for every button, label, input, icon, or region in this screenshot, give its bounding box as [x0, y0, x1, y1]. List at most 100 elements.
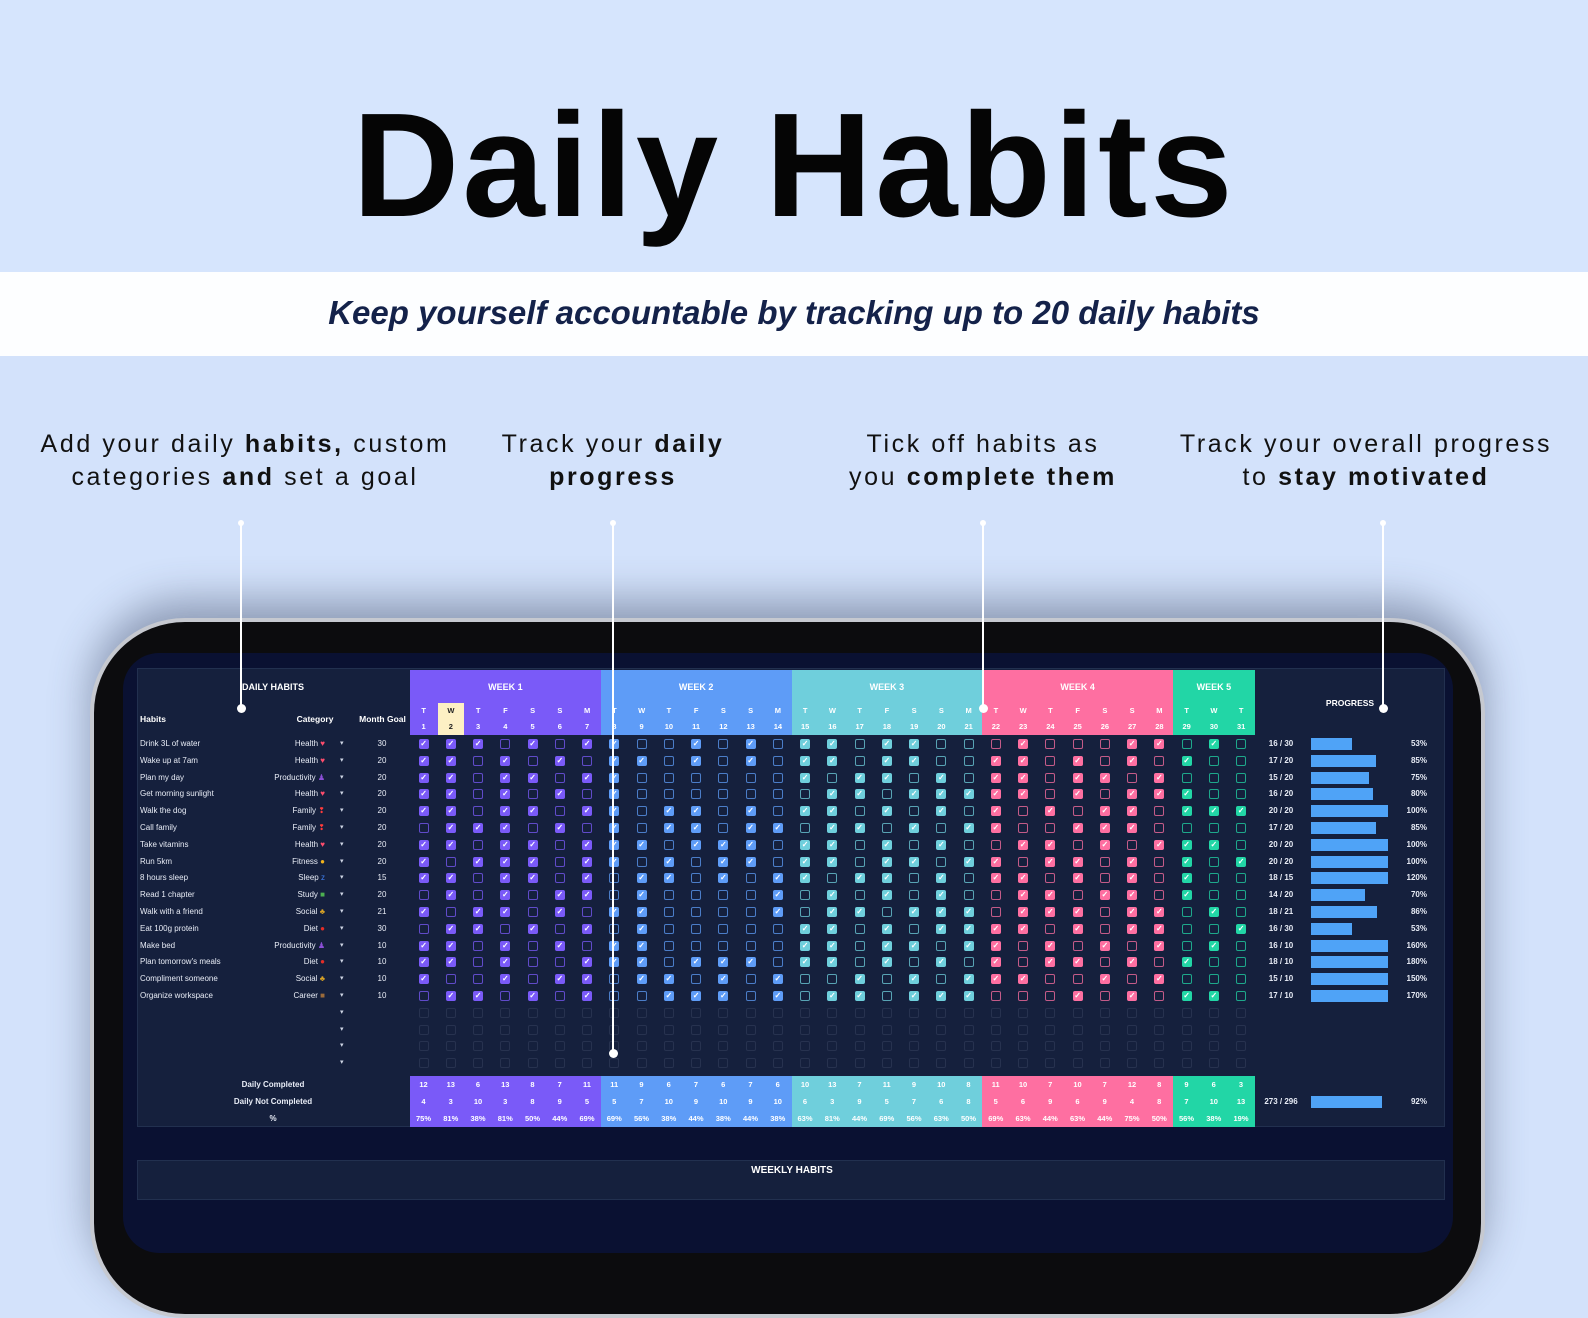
checkbox[interactable] [827, 974, 838, 985]
checkbox-checked[interactable]: ✓ [691, 806, 702, 817]
checkbox[interactable] [500, 991, 511, 1001]
checkbox[interactable] [1154, 1007, 1165, 1018]
habit-name[interactable]: Make bed [140, 940, 176, 950]
checkbox-checked[interactable]: ✓ [473, 907, 484, 917]
category-dropdown-icon[interactable]: ▾ [340, 1008, 344, 1016]
checkbox[interactable] [854, 1024, 865, 1035]
checkbox-checked[interactable]: ✓ [445, 772, 456, 783]
checkbox-checked[interactable]: ✓ [582, 839, 593, 850]
habit-name[interactable]: Walk the dog [140, 806, 187, 816]
checkbox-checked[interactable]: ✓ [636, 873, 647, 884]
category-dropdown-icon[interactable]: ▾ [340, 840, 344, 848]
habit-name[interactable]: Organize workspace [140, 991, 213, 1000]
checkbox[interactable] [1099, 1007, 1110, 1018]
checkbox[interactable] [909, 1041, 920, 1052]
checkbox-checked[interactable]: ✓ [663, 856, 674, 867]
checkbox[interactable] [936, 974, 947, 985]
checkbox[interactable] [418, 890, 429, 901]
checkbox[interactable] [936, 940, 947, 951]
checkbox[interactable] [936, 1024, 947, 1035]
checkbox-checked[interactable]: ✓ [800, 755, 811, 766]
checkbox-checked[interactable]: ✓ [527, 839, 538, 850]
checkbox[interactable] [1236, 890, 1247, 901]
checkbox-checked[interactable]: ✓ [963, 991, 974, 1001]
checkbox-checked[interactable]: ✓ [554, 907, 565, 917]
checkbox[interactable] [1208, 974, 1219, 985]
checkbox-checked[interactable]: ✓ [854, 823, 865, 833]
checkbox[interactable] [636, 1058, 647, 1069]
habit-name[interactable]: Read 1 chapter [140, 890, 195, 900]
checkbox-checked[interactable]: ✓ [1181, 789, 1192, 800]
checkbox-checked[interactable]: ✓ [1018, 907, 1029, 917]
checkbox[interactable] [1208, 890, 1219, 901]
checkbox[interactable] [1127, 839, 1138, 850]
checkbox-checked[interactable]: ✓ [963, 823, 974, 833]
checkbox-checked[interactable]: ✓ [445, 991, 456, 1001]
checkbox-checked[interactable]: ✓ [1099, 890, 1110, 901]
checkbox[interactable] [691, 772, 702, 783]
checkbox[interactable] [745, 890, 756, 901]
checkbox[interactable] [609, 991, 620, 1001]
checkbox[interactable] [936, 856, 947, 867]
checkbox-checked[interactable]: ✓ [1127, 739, 1138, 749]
category-dropdown-icon[interactable]: ▾ [340, 941, 344, 949]
checkbox[interactable] [636, 856, 647, 867]
checkbox[interactable] [1072, 1007, 1083, 1018]
checkbox-checked[interactable]: ✓ [800, 957, 811, 968]
checkbox-checked[interactable]: ✓ [527, 873, 538, 884]
checkbox[interactable] [1099, 907, 1110, 917]
checkbox-checked[interactable]: ✓ [609, 789, 620, 800]
checkbox[interactable] [554, 772, 565, 783]
checkbox[interactable] [445, 974, 456, 985]
checkbox[interactable] [745, 772, 756, 783]
habit-goal[interactable]: 20 [377, 772, 387, 782]
checkbox[interactable] [1045, 772, 1056, 783]
checkbox[interactable] [963, 772, 974, 783]
checkbox[interactable] [963, 806, 974, 817]
checkbox[interactable] [691, 856, 702, 867]
checkbox-checked[interactable]: ✓ [854, 873, 865, 884]
checkbox-checked[interactable]: ✓ [718, 856, 729, 867]
checkbox-checked[interactable]: ✓ [1208, 739, 1219, 749]
checkbox[interactable] [1018, 806, 1029, 817]
habit-name[interactable]: Plan my day [140, 772, 185, 782]
checkbox[interactable] [990, 739, 1001, 749]
checkbox-checked[interactable]: ✓ [1181, 890, 1192, 901]
checkbox[interactable] [691, 789, 702, 800]
category-dropdown-icon[interactable]: ▾ [340, 924, 344, 932]
checkbox-checked[interactable]: ✓ [854, 772, 865, 783]
checkbox[interactable] [963, 839, 974, 850]
checkbox[interactable] [718, 907, 729, 917]
checkbox[interactable] [827, 1007, 838, 1018]
habit-goal[interactable]: 20 [377, 839, 387, 849]
checkbox-checked[interactable]: ✓ [473, 739, 484, 749]
checkbox-checked[interactable]: ✓ [1072, 789, 1083, 800]
checkbox-checked[interactable]: ✓ [990, 873, 1001, 884]
checkbox-checked[interactable]: ✓ [772, 890, 783, 901]
checkbox-checked[interactable]: ✓ [909, 856, 920, 867]
checkbox[interactable] [582, 1007, 593, 1018]
checkbox-checked[interactable]: ✓ [909, 789, 920, 800]
habit-name[interactable]: Walk with a friend [140, 907, 203, 916]
checkbox-checked[interactable]: ✓ [963, 907, 974, 917]
checkbox-checked[interactable]: ✓ [582, 806, 593, 817]
checkbox-checked[interactable]: ✓ [500, 823, 511, 833]
checkbox-checked[interactable]: ✓ [418, 974, 429, 985]
checkbox[interactable] [800, 823, 811, 833]
checkbox[interactable] [1208, 856, 1219, 867]
checkbox[interactable] [554, 739, 565, 749]
checkbox[interactable] [663, 839, 674, 850]
checkbox[interactable] [582, 823, 593, 833]
checkbox[interactable] [473, 1058, 484, 1069]
checkbox[interactable] [1099, 856, 1110, 867]
checkbox-checked[interactable]: ✓ [500, 974, 511, 985]
checkbox[interactable] [1154, 1024, 1165, 1035]
habit-goal[interactable]: 10 [377, 974, 387, 984]
checkbox-checked[interactable]: ✓ [827, 856, 838, 867]
checkbox[interactable] [718, 923, 729, 934]
checkbox-checked[interactable]: ✓ [963, 789, 974, 800]
checkbox[interactable] [500, 1041, 511, 1052]
checkbox-checked[interactable]: ✓ [1127, 957, 1138, 968]
checkbox-checked[interactable]: ✓ [1045, 907, 1056, 917]
checkbox-checked[interactable]: ✓ [527, 772, 538, 783]
